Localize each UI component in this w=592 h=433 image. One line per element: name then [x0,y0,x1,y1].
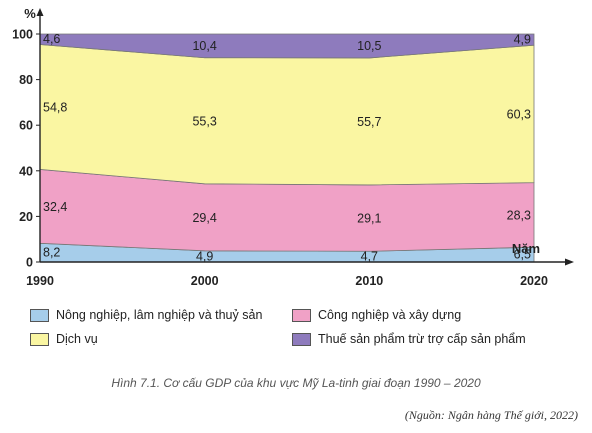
legend-label-agriculture: Nông nghiệp, lâm nghiệp và thuỷ sản [56,308,263,322]
legend-label-services: Dịch vụ [56,332,98,346]
legend-swatch-industry [292,308,311,322]
x-tick-label: 2020 [520,274,548,288]
area-taxes [39,33,535,59]
x-tick-label: 2010 [355,274,383,288]
y-tick-label: 80 [19,73,33,87]
legend-swatch-services [30,332,49,346]
value-label-agriculture: 4,7 [361,250,378,264]
y-tick-label: 20 [19,210,33,224]
y-tick-label: 60 [19,119,33,133]
value-label-services: 54,8 [43,100,67,114]
y-tick-label: 100 [12,28,33,42]
value-label-industry: 29,1 [357,212,381,226]
legend-item-taxes: Thuế sản phẩm trừ trợ cấp sản phẩm [292,332,562,346]
axes: % Năm [24,6,574,266]
x-tick-label: 1990 [26,274,54,288]
gdp-structure-chart: % Năm 0 20 40 60 80 100 1990 2000 2010 2020 8,2 4… [12,6,574,288]
legend-item-agriculture: Nông nghiệp, lâm nghiệp và thuỷ sản [30,308,292,322]
x-ticks: 1990 2000 2010 2020 [26,274,548,288]
value-label-services: 55,3 [192,114,216,128]
value-label-agriculture: 4,9 [196,249,213,263]
y-axis-label: % [24,6,36,21]
value-label-taxes: 4,6 [43,32,60,46]
y-tick-label: 0 [26,256,33,270]
legend-swatch-taxes [292,332,311,346]
y-axis-arrow [36,8,44,16]
legend-swatch-agriculture [30,308,49,322]
area-services [39,44,535,186]
value-label-agriculture: 6,5 [514,248,531,262]
y-ticks: 0 20 40 60 80 100 [12,28,40,270]
source-note: (Nguồn: Ngân hàng Thế giới, 2022) [404,408,578,422]
value-label-services: 55,7 [357,115,381,129]
x-axis-label: Năm [512,241,540,256]
value-label-industry: 32,4 [43,200,67,214]
figure-caption: Hình 7.1. Cơ cấu GDP của khu vực Mỹ La-t… [111,376,481,390]
value-label-taxes: 4,9 [514,33,531,47]
legend: Nông nghiệp, lâm nghiệp và thuỷ sản Công… [30,308,570,346]
value-label-agriculture: 8,2 [43,246,60,260]
legend-label-taxes: Thuế sản phẩm trừ trợ cấp sản phẩm [318,332,526,346]
value-label-industry: 28,3 [507,208,531,222]
legend-item-services: Dịch vụ [30,332,292,346]
value-label-taxes: 10,4 [192,39,216,53]
x-tick-label: 2000 [191,274,219,288]
x-axis-arrow [565,258,574,266]
value-label-taxes: 10,5 [357,39,381,53]
legend-label-industry: Công nghiệp và xây dựng [318,308,462,322]
y-tick-label: 40 [19,164,33,178]
value-labels: 8,2 4,9 4,7 6,5 32,4 29,4 29,1 28,3 54,8 55,3 55,7… [43,32,531,263]
area-layers [39,33,535,263]
value-label-industry: 29,4 [192,211,216,225]
legend-item-industry: Công nghiệp và xây dựng [292,308,562,322]
value-label-services: 60,3 [507,107,531,121]
